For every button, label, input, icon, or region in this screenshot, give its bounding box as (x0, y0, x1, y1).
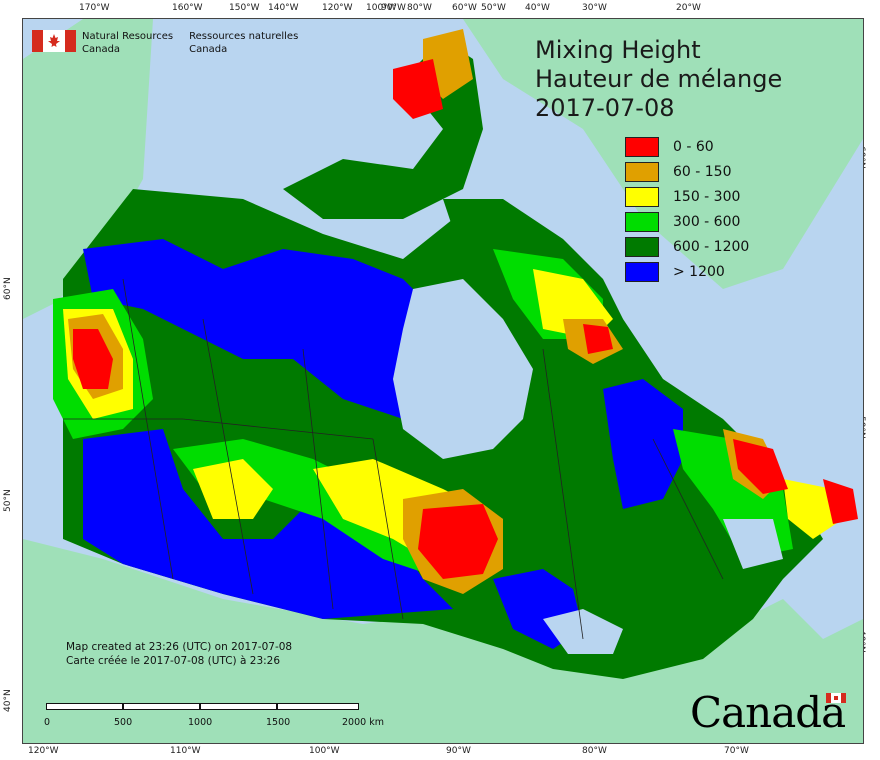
canada-flag-icon (32, 30, 76, 52)
zone-0-60-b (73, 329, 113, 389)
tick-bottom-110w: 110°W (170, 746, 201, 756)
tick-left-50n: 50°N (3, 489, 13, 512)
agency-fr-line2: Canada (189, 44, 228, 55)
scale-segment (46, 703, 123, 710)
legend-swatch-blue (625, 261, 659, 282)
legend-label: 300 - 600 (673, 213, 741, 230)
scale-label-1500: 1500 (266, 717, 291, 728)
zone-0-60-e (823, 479, 858, 524)
agency-fr-line1: Ressources naturelles (189, 31, 299, 42)
canada-wordmark: Canada (690, 688, 846, 737)
legend-swatch-red (625, 136, 659, 157)
legend-item: 150 - 300 (625, 184, 749, 209)
tick-top-100w: 100°W (366, 3, 397, 13)
credit-fr: Carte créée le 2017-07-08 (UTC) à 23:26 (66, 655, 281, 667)
tick-left-60n: 60°N (3, 277, 13, 300)
tick-bottom-120w: 120°W (28, 746, 59, 756)
agency-signature: Natural Resources Canada Ressources natu… (32, 30, 314, 56)
legend-swatch-yellow (625, 186, 659, 207)
zone-150-300-e (193, 459, 273, 519)
scale-segment (123, 703, 200, 710)
greenland-land (463, 19, 863, 289)
tick-top-90w: 90°W (381, 3, 406, 13)
hudson-bay (393, 279, 533, 459)
scale-label-1000: 1000 (188, 717, 213, 728)
map-title: Mixing Height Hauteur de mélange 2017-07… (535, 36, 782, 123)
map-credits: Map created at 23:26 (UTC) on 2017-07-08… (66, 640, 292, 668)
great-lakes (543, 609, 623, 654)
legend-label: 600 - 1200 (673, 238, 750, 255)
alaska-land (23, 19, 153, 319)
title-en: Mixing Height (535, 36, 701, 64)
tick-bottom-100w: 100°W (309, 746, 340, 756)
legend-label: 0 - 60 (673, 138, 714, 155)
tick-top-150w: 150°W (229, 3, 260, 13)
legend: 0 - 60 60 - 150 150 - 300 300 - 600 600 … (625, 134, 749, 284)
zone-0-60-f (583, 324, 613, 354)
legend-label: 60 - 150 (673, 163, 732, 180)
agency-en-line1: Natural Resources (82, 31, 174, 42)
tick-top-160w: 160°W (172, 3, 203, 13)
legend-item: 300 - 600 (625, 209, 749, 234)
legend-item: > 1200 (625, 259, 749, 284)
map-canvas[interactable] (22, 18, 864, 744)
legend-label: > 1200 (673, 263, 725, 280)
zone-0-60-a (418, 504, 498, 579)
title-fr: Hauteur de mélange (535, 65, 783, 93)
title-date: 2017-07-08 (535, 94, 675, 122)
tick-bottom-90w: 90°W (446, 746, 471, 756)
tick-top-140w: 140°W (268, 3, 299, 13)
tick-top-80w: 80°W (407, 3, 432, 13)
tick-left-40n: 40°N (3, 689, 13, 712)
scale-label-0: 0 (44, 717, 51, 728)
gulf-st-lawrence (723, 519, 783, 569)
legend-swatch-light-green (625, 211, 659, 232)
agency-name-fr: Ressources naturelles Canada (189, 30, 298, 56)
province-boundaries (63, 278, 724, 640)
scale-segment (200, 703, 277, 710)
tick-top-170w: 170°W (79, 3, 110, 13)
zone-gt1200-south (83, 429, 453, 619)
legend-swatch-dark-green (625, 236, 659, 257)
tick-bottom-70w: 70°W (724, 746, 749, 756)
zone-gt1200-east (603, 379, 683, 509)
wordmark-flag-icon (826, 693, 846, 703)
legend-item: 0 - 60 (625, 134, 749, 159)
tick-top-40w: 40°W (525, 3, 550, 13)
mixing-height-map (23, 19, 863, 743)
tick-top-30w: 30°W (582, 3, 607, 13)
scale-label-500: 500 (114, 717, 133, 728)
tick-top-50w: 50°W (481, 3, 506, 13)
zone-gt1200-north (83, 239, 443, 419)
agency-name-en: Natural Resources Canada (82, 30, 173, 56)
legend-swatch-orange (625, 161, 659, 182)
tick-top-20w: 20°W (676, 3, 701, 13)
tick-top-120w: 120°W (322, 3, 353, 13)
scale-segment (277, 703, 359, 710)
agency-en-line2: Canada (82, 44, 121, 55)
legend-label: 150 - 300 (673, 188, 741, 205)
legend-item: 600 - 1200 (625, 234, 749, 259)
usa-land (23, 539, 863, 743)
tick-bottom-80w: 80°W (582, 746, 607, 756)
legend-item: 60 - 150 (625, 159, 749, 184)
scale-label-2000: 2000 km (342, 717, 384, 728)
credit-en: Map created at 23:26 (UTC) on 2017-07-08 (66, 641, 293, 653)
tick-top-60w: 60°W (452, 3, 477, 13)
zone-0-60-d (733, 439, 788, 494)
zone-0-60-c (393, 59, 443, 119)
